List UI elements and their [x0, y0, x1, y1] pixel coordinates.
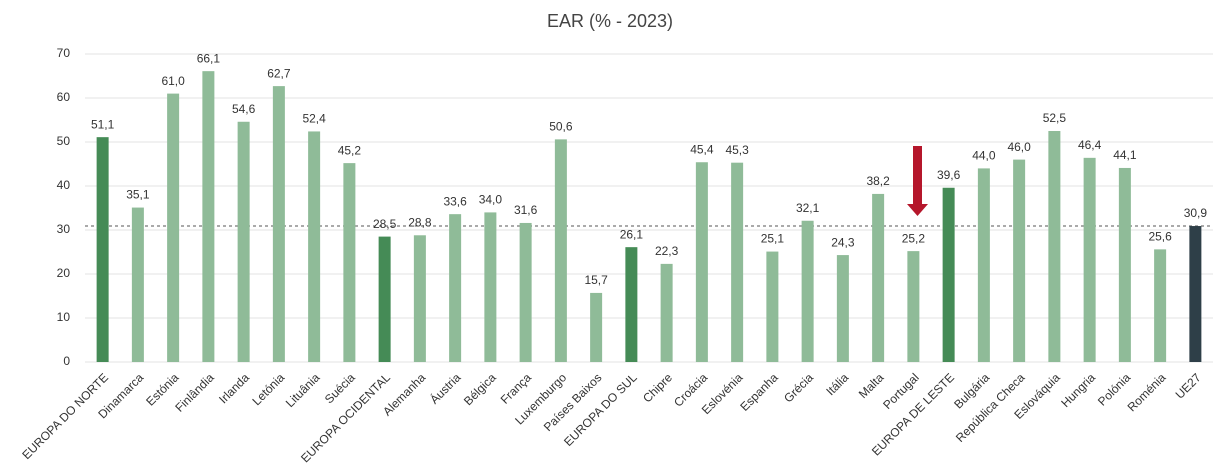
- x-tick-label: Chipre: [640, 370, 675, 405]
- value-label: 46,4: [1078, 138, 1102, 152]
- value-label: 44,0: [972, 149, 996, 163]
- bar: [167, 93, 180, 362]
- bar: [801, 220, 814, 362]
- bar: [660, 263, 673, 362]
- value-label: 52,5: [1043, 111, 1067, 125]
- bar: [343, 163, 356, 362]
- x-tick-label: Finlândia: [172, 370, 217, 415]
- bar: [766, 251, 779, 362]
- y-tick-label: 60: [57, 90, 71, 104]
- value-label: 25,6: [1148, 230, 1172, 244]
- bar: [413, 235, 426, 362]
- value-label: 24,3: [831, 235, 855, 249]
- bar: [1154, 249, 1167, 362]
- bar: [1118, 167, 1131, 362]
- value-label: 34,0: [479, 193, 503, 207]
- bar: [590, 292, 603, 362]
- x-tick-label: Bélgica: [461, 370, 499, 408]
- bar: [1083, 157, 1096, 362]
- bar: [942, 187, 955, 362]
- bar: [378, 236, 391, 362]
- x-tick-label: Malta: [856, 370, 887, 401]
- x-tick-label: Grécia: [781, 370, 816, 405]
- bar: [484, 212, 497, 362]
- bar: [731, 162, 744, 362]
- value-label: 54,6: [232, 102, 256, 116]
- x-tick-label: Espanha: [737, 370, 781, 414]
- bar: [96, 137, 109, 362]
- value-label: 32,1: [796, 201, 820, 215]
- value-label: 45,4: [690, 142, 714, 156]
- value-label: 33,6: [443, 194, 467, 208]
- x-tick-label: Áustria: [426, 370, 463, 407]
- value-label: 30,9: [1184, 206, 1208, 220]
- bar: [237, 121, 250, 362]
- bar: [625, 247, 638, 362]
- y-tick-label: 70: [57, 46, 71, 60]
- x-tick-label: UE27: [1173, 370, 1204, 401]
- value-label: 61,0: [161, 74, 185, 88]
- value-label: 52,4: [302, 112, 326, 126]
- bar: [554, 139, 567, 362]
- value-label: 62,7: [267, 66, 291, 80]
- value-label: 44,1: [1113, 148, 1137, 162]
- bar: [1048, 131, 1061, 362]
- bar: [1189, 226, 1202, 362]
- value-label: 45,2: [338, 143, 362, 157]
- grid: [85, 53, 1213, 363]
- y-tick-label: 0: [63, 354, 70, 368]
- bar: [695, 162, 708, 362]
- value-label: 28,5: [373, 217, 397, 231]
- value-label: 28,8: [408, 215, 432, 229]
- bar: [131, 207, 144, 362]
- x-tick-label: Letónia: [249, 370, 287, 408]
- bar: [907, 251, 920, 362]
- portugal-arrow: [907, 146, 928, 216]
- value-label: 66,1: [197, 51, 221, 65]
- x-tick-label: Lituânia: [283, 370, 323, 410]
- bar: [836, 255, 849, 362]
- chart-title: EAR (% - 2023): [547, 11, 673, 31]
- y-tick-label: 10: [57, 310, 71, 324]
- bar: [977, 168, 990, 362]
- x-tick-label: Irlanda: [216, 370, 252, 406]
- value-label: 39,6: [937, 168, 961, 182]
- value-label: 22,3: [655, 244, 679, 258]
- bar: [872, 193, 885, 362]
- value-label: 45,3: [725, 143, 749, 157]
- value-label: 35,1: [126, 188, 150, 202]
- y-tick-label: 40: [57, 178, 71, 192]
- bar: [308, 131, 321, 362]
- value-label: 51,1: [91, 117, 115, 131]
- bar: [202, 71, 215, 362]
- bar: [519, 222, 532, 362]
- y-tick-label: 30: [57, 222, 71, 236]
- value-label: 38,2: [866, 174, 890, 188]
- x-tick-label: EUROPA DO NORTE: [19, 370, 111, 462]
- x-tick-label: Hungria: [1058, 370, 1098, 410]
- value-label: 31,6: [514, 203, 538, 217]
- value-label: 25,1: [761, 232, 785, 246]
- bar: [272, 86, 285, 363]
- value-label: 26,1: [620, 227, 644, 241]
- value-label: 46,0: [1007, 140, 1031, 154]
- x-tick-label: Itália: [823, 370, 851, 398]
- value-label: 15,7: [584, 273, 608, 287]
- value-label: 50,6: [549, 120, 573, 134]
- y-tick-label: 20: [57, 266, 71, 280]
- x-tick-label: Roménia: [1125, 370, 1169, 414]
- value-label: 25,2: [902, 231, 926, 245]
- bars: [96, 71, 1202, 363]
- bar: [1013, 159, 1026, 362]
- y-tick-label: 50: [57, 134, 71, 148]
- bar: [449, 214, 462, 362]
